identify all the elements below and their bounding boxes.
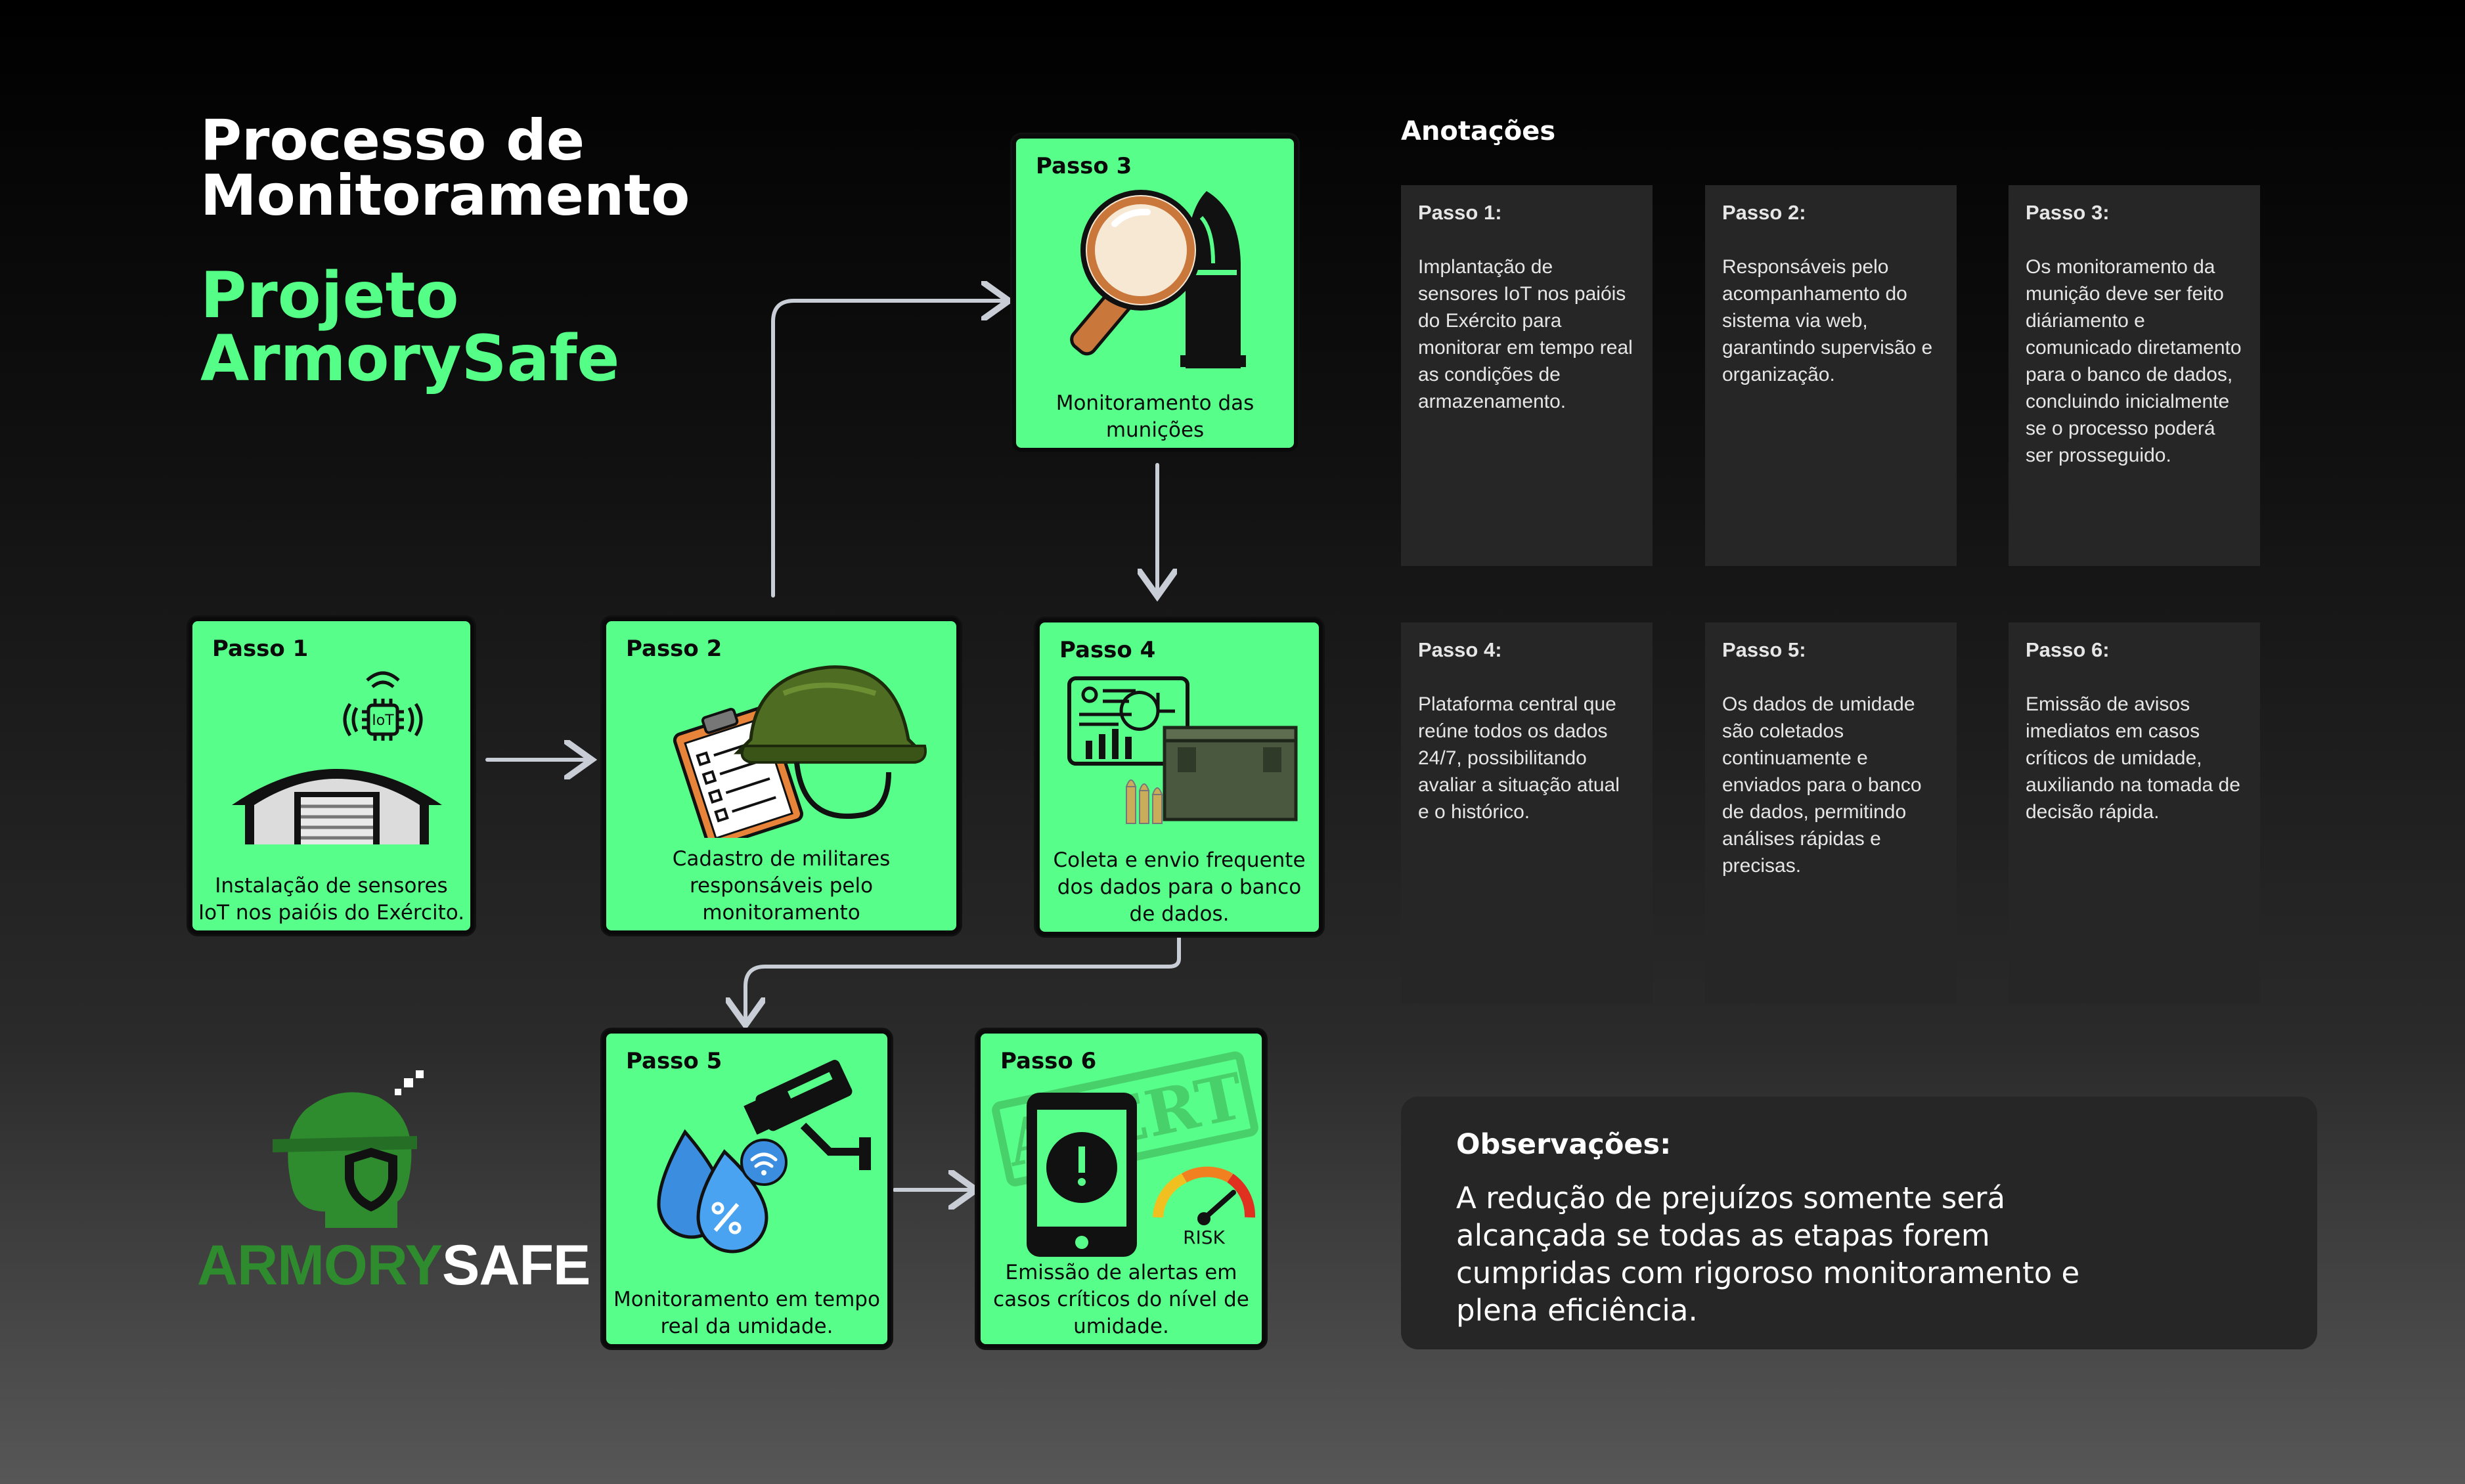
step-card-6: Passo 6 ALERT RISK Emissão de alertas em… [977,1030,1266,1348]
step-caption: Monitoramento em tempo real da umidade. [613,1288,880,1338]
step-label: Passo 6 [1000,1048,1097,1074]
camera-humidity-icon [657,1060,871,1254]
brand-logo: ARMORYSAFE [197,1233,590,1298]
note-body: Implantação de sensores IoT nos paióis d… [1418,256,1633,412]
step-caption: Monitoramento das munições [1055,391,1255,442]
note-title: Passo 1: [1418,201,1502,224]
note-body: Emissão de avisos imediatos em casos crí… [2026,693,2240,823]
iot-chip-label: IoT [372,712,394,729]
step-label: Passo 3 [1036,153,1132,179]
note-step-3: Passo 3: Os monitoramento da munição dev… [2009,185,2260,566]
step-card-3: Passo 3 Monitoramento das munições [1012,135,1298,452]
step-caption: Emissão de alertas em casos críticos do … [993,1261,1249,1338]
arrow-step2-step3 [771,301,1005,598]
step-caption: Coleta e envio frequente dos dados para … [1053,848,1306,926]
page-title: Processo de Monitoramento [200,108,690,229]
magnifier-bullet-icon [1070,190,1246,368]
note-title: Passo 5: [1722,638,1806,661]
helmet-clipboard-icon [673,665,927,838]
arrow-step4-step5 [745,930,1181,1021]
observations-panel: Observações: A redução de prejuízos some… [1401,1097,2317,1349]
soldier-shield-logo-icon [273,1070,424,1228]
step-card-5: Passo 5 Monitoramento em tempo real da u… [602,1030,891,1348]
observations-body: A redução de prejuízos somente será alca… [1456,1181,2080,1328]
note-title: Passo 3: [2026,201,2110,224]
note-step-1: Passo 1: Implantação de sensores IoT nos… [1401,185,1653,566]
project-title: Projeto ArmorySafe [200,259,620,395]
note-body: Plataforma central que reúne todos os da… [1418,693,1620,823]
note-title: Passo 4: [1418,638,1502,661]
note-title: Passo 6: [2026,638,2110,661]
note-body: Os dados de umidade são coletados contin… [1722,693,1922,877]
note-title: Passo 2: [1722,201,1806,224]
note-step-2: Passo 2: Responsáveis pelo acompanhament… [1705,185,1957,566]
dashboard-ammo-box-icon [1067,676,1298,824]
step-card-4: Passo 4 Coleta e envio frequente dos dad… [1036,619,1323,936]
step-card-2: Passo 2 Cadastro de militares responsáve… [602,617,960,934]
step-label: Passo 1 [212,636,309,662]
logo-text-safe: SAFE [442,1234,590,1297]
step-caption: Cadastro de militares responsáveis pelo … [672,847,891,925]
phone-alert-gauge-icon: ALERT RISK [992,1051,1258,1257]
step-label: Passo 4 [1059,637,1156,663]
note-body: Os monitoramento da munição deve ser fei… [2026,256,2242,466]
note-step-5: Passo 5: Os dados de umidade são coletad… [1705,622,1957,1003]
step-label: Passo 5 [626,1048,722,1074]
step-card-1: Passo 1 IoT Instalação de sensores IoT n… [189,617,474,934]
annotations-title: Anotações [1401,116,1556,146]
warehouse-iot-icon: IoT [232,671,442,844]
step-caption: Instalação de sensores IoT nos paióis do… [198,874,465,925]
note-step-4: Passo 4: Plataforma central que reúne to… [1401,622,1653,1003]
observations-title: Observações: [1456,1128,1672,1161]
note-step-6: Passo 6: Emissão de avisos imediatos em … [2009,622,2260,1003]
step-label: Passo 2 [626,636,722,662]
note-body: Responsáveis pelo acompanhamento do sist… [1722,256,1933,385]
logo-text-armory: ARMORY [197,1234,443,1297]
risk-gauge-label: RISK [1183,1227,1225,1248]
